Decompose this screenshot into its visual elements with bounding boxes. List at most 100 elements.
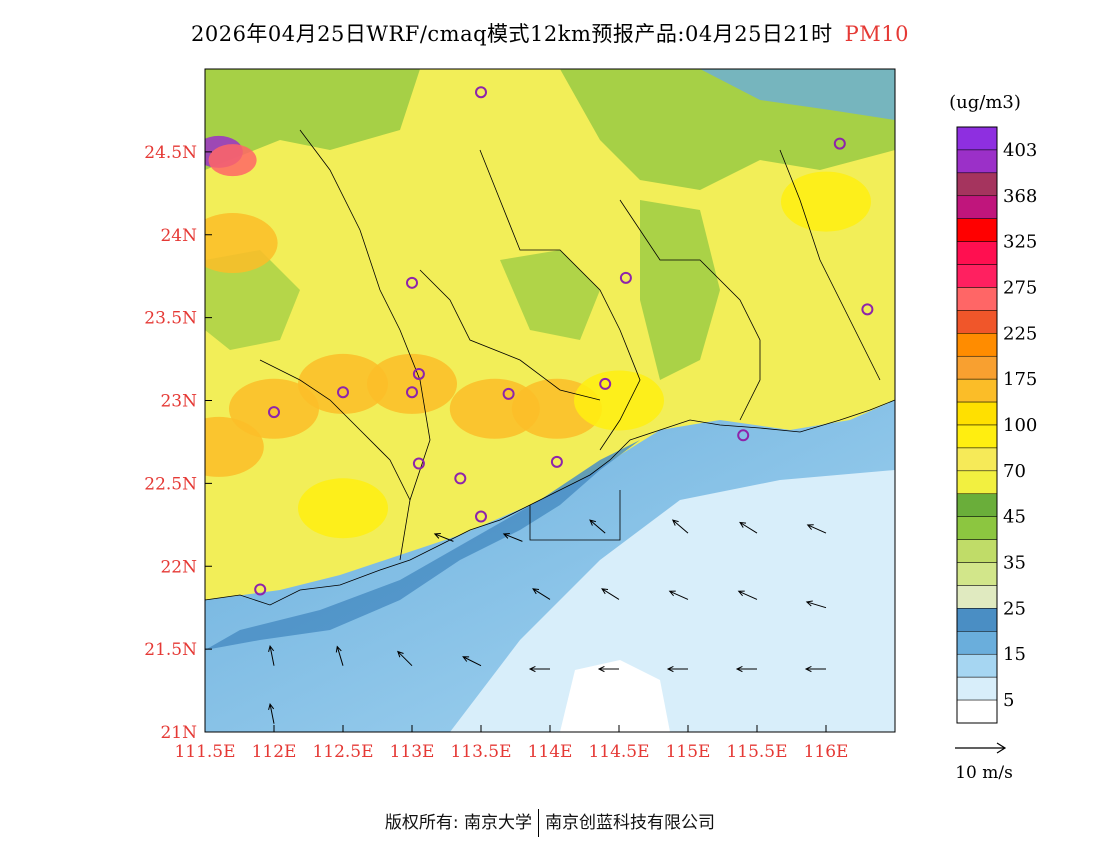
hotspot-9 [574,370,664,431]
copyright-footer: 版权所有: 南京大学 南京创蓝科技有限公司 [0,808,1100,837]
legend-label: 225 [1003,323,1037,344]
central-green-zone [500,250,600,340]
station-marker[interactable] [619,271,632,284]
legend-swatch [956,333,998,357]
legend-swatch [956,516,998,540]
legend-label: 403 [1003,140,1037,161]
station-marker[interactable] [833,137,846,150]
west-green-zone [205,250,300,350]
boundary-line [619,199,761,421]
wind-arrow [268,702,275,724]
legend-swatch [956,539,998,563]
title-main: 2026年04月25日WRF/cmaq模式12km预报产品:04月25日21时 [190,22,833,46]
coastal-band [205,430,660,650]
legend-swatch [956,631,998,655]
lat-tick-label: 23N [160,392,197,412]
wind-vectors [268,519,827,724]
legend-swatch [956,699,998,724]
east-green-zone [640,200,720,380]
station-marker[interactable] [406,386,418,399]
legend-label: 45 [1003,507,1026,528]
station-marker[interactable] [475,510,487,523]
lon-tick-label: 112E [252,742,297,762]
lat-tick-label: 24N [160,226,197,246]
hotspot-10 [781,171,871,232]
legend-label: 15 [1003,644,1026,665]
station-marker[interactable] [412,367,425,380]
boundary-line [259,359,411,501]
station-marker[interactable] [861,303,874,316]
lon-tick-label: 113.5E [450,742,511,762]
station-marker[interactable] [254,583,267,596]
legend-swatch [956,378,998,403]
pollutant-label: PM10 [844,22,910,46]
legend-swatch [956,287,998,311]
station-marker[interactable] [737,429,750,442]
legend-label: 5 [1003,690,1014,711]
legend-swatch [956,195,998,219]
footer-separator [538,809,540,837]
wind-arrow [335,645,344,666]
chart-title: 2026年04月25日WRF/cmaq模式12km预报产品:04月25日21时 P… [0,18,1100,48]
legend-swatch [956,470,998,495]
lat-tick-label: 23.5N [144,309,197,329]
legend-label: 70 [1003,461,1026,482]
lat-tick-label: 21.5N [144,640,197,660]
legend-swatch [956,653,998,678]
station-marker[interactable] [502,387,515,400]
longitude-axis: 111.5E 112E 112.5E 113E 113.5E 114E 114.5E 115E… [174,725,848,762]
copyright-text: 版权所有: 南京大学 [384,813,533,833]
station-marker[interactable] [475,86,487,99]
legend-swatch [956,149,998,174]
station-marker[interactable] [454,472,467,485]
wind-scale-label: 10 m/s [955,763,1013,783]
legend-label: 100 [1003,415,1037,436]
wind-arrow [268,644,275,666]
wind-arrow [666,665,688,673]
station-marker[interactable] [412,457,425,470]
lon-tick-label: 116E [804,742,849,762]
legend-swatch [956,264,998,288]
wind-arrow [532,588,551,600]
station-marker[interactable] [268,406,280,419]
legend-label: 368 [1003,186,1037,207]
wind-arrow [804,665,826,673]
legend-label: 35 [1003,553,1026,574]
hotspot-4 [229,378,319,439]
wind-arrow [433,533,454,542]
wind-scale-arrow [955,742,1007,754]
latitude-axis: 24.5N 24N 23.5N 23N 22.5N 22N 21.5N 21N [144,143,212,743]
station-marker[interactable] [599,377,612,390]
legend-label: 275 [1003,277,1037,298]
legend-label: 325 [1003,232,1037,253]
wind-arrow [462,656,482,667]
station-marker[interactable] [406,276,418,289]
legend-swatch [956,218,998,242]
lat-tick-label: 22.5N [144,474,197,494]
wind-arrow [589,519,606,534]
legend-swatch [956,562,998,586]
wind-arrow [806,524,827,534]
hotspot-7 [449,378,540,439]
station-marker[interactable] [550,455,563,468]
wind-arrow [601,588,620,600]
wind-arrow [735,665,757,673]
lon-tick-label: 111.5E [174,742,235,762]
clean-sea-area [450,470,895,732]
legend-swatch [956,585,998,609]
station-marker[interactable] [337,386,349,399]
legend-swatch [956,493,998,517]
wind-arrow [502,533,523,542]
wind-arrow [597,665,619,673]
legend-label: 25 [1003,598,1026,619]
boundary-line [529,490,621,541]
hotspot-layer [205,135,871,539]
admin-boundaries [205,129,895,606]
cleanest-sea-patch [560,660,670,732]
boundary-line [479,149,641,451]
wind-arrow [668,590,689,600]
legend-swatch [956,401,998,426]
lon-tick-label: 115.5E [726,742,787,762]
lon-tick-label: 112.5E [312,742,373,762]
